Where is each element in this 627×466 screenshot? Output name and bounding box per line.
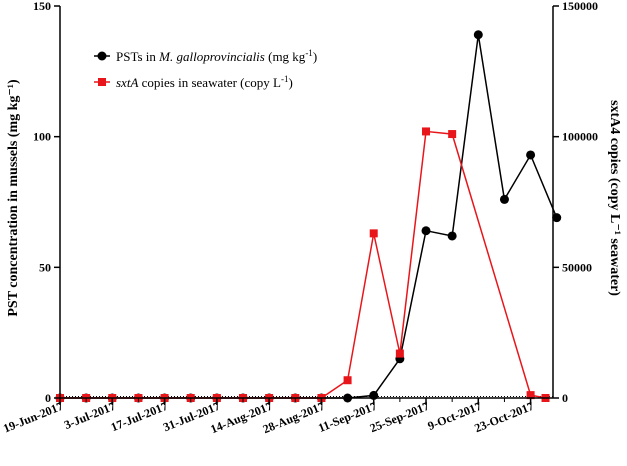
data-point-0 <box>526 150 536 160</box>
x-tick-label: 3-Jul-2017 <box>62 399 117 432</box>
y-right-tick-label: 150000 <box>562 0 598 13</box>
legend-item-pst: PSTs in M. galloprovincialis (mg kg-1) <box>94 48 317 64</box>
x-tick-label: 25-Sep-2017 <box>368 399 431 435</box>
data-point-1 <box>526 391 535 400</box>
x-tick-label: 11-Sep-2017 <box>316 399 379 435</box>
legend-marker-square <box>98 78 106 86</box>
y-left-tick-label: 50 <box>39 260 51 274</box>
axes-layer: 0 50 100 150 0 50000 100000 150000 19-Jun-20173-… <box>1 0 598 436</box>
y-right-tick-label: 0 <box>562 391 568 405</box>
x-tick-label: 23-Oct-2017 <box>472 399 535 435</box>
y-right-tick-label: 50000 <box>562 260 592 274</box>
y-left-tick-label: 0 <box>45 391 51 405</box>
data-point-0 <box>552 213 562 223</box>
x-tick-label: 17-Jul-2017 <box>109 399 170 434</box>
y-left-tick-label: 100 <box>33 130 51 144</box>
series-line-1 <box>60 130 546 399</box>
y-right-tick-label: 100000 <box>562 130 598 144</box>
data-point-1 <box>343 376 352 385</box>
x-tick-label: 19-Jun-2017 <box>1 399 65 436</box>
data-point-1 <box>369 229 378 238</box>
legend: PSTs in M. galloprovincialis (mg kg-1) s… <box>94 48 317 90</box>
data-point-1 <box>395 349 404 358</box>
y-left-axis-title: PST concentration in mussels (mg kg⁻¹) <box>6 79 21 317</box>
data-point-0 <box>473 30 483 40</box>
data-point-1 <box>448 130 457 139</box>
data-point-0 <box>447 231 457 241</box>
legend-item-sxta: sxtA copies in seawater (copy L-1) <box>94 74 293 90</box>
y-right-axis-title: sxtA4 copies (copy L⁻¹ seawater) <box>607 100 622 296</box>
data-point-0 <box>499 194 509 204</box>
legend-marker-circle <box>97 51 107 61</box>
legend-label-pst: PSTs in M. galloprovincialis (mg kg-1) <box>116 48 317 64</box>
legend-label-sxta: sxtA copies in seawater (copy L-1) <box>116 74 293 90</box>
y-left-tick-label: 150 <box>33 0 51 13</box>
data-point-0 <box>421 226 431 236</box>
data-point-1 <box>422 127 431 136</box>
